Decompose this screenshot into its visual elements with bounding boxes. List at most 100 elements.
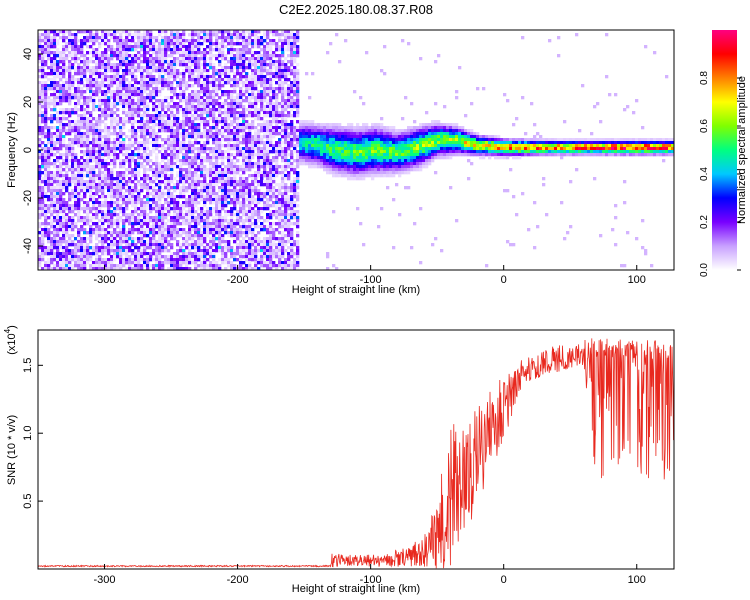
spectrogram-cell [80, 126, 84, 130]
spectrogram-cell [101, 234, 105, 238]
spectrogram-cell [77, 108, 81, 112]
spectrogram-cell [191, 33, 195, 37]
spectrogram-cell [50, 51, 54, 55]
spectrogram-cell [158, 261, 162, 265]
spectrogram-cell [89, 234, 93, 238]
spectrogram-cell [50, 72, 54, 76]
spectrogram-cell [263, 84, 267, 88]
spectrogram-cell [71, 159, 75, 163]
spectrogram-cell [92, 156, 96, 160]
spectrogram-cell [122, 72, 126, 76]
spectrogram-cell [134, 183, 138, 187]
spectrogram-cell [119, 207, 123, 211]
spectrogram-cell [119, 30, 123, 34]
spectrogram-cell [41, 141, 45, 145]
spectrogram-cell [131, 72, 135, 76]
spectrogram-cell [266, 120, 270, 124]
spectrogram-cell [182, 30, 186, 34]
spectrogram-cell [266, 258, 270, 262]
spectrogram-cell [128, 156, 132, 160]
spectrogram-cell [74, 174, 78, 178]
spectrogram-cell [182, 93, 186, 97]
spectrogram-cell [152, 48, 156, 52]
spectrogram-cell [137, 180, 141, 184]
spectrogram-cell [152, 78, 156, 82]
spectrogram-cell [188, 162, 192, 166]
spectrogram-cell [242, 33, 246, 37]
spectrogram-cell [266, 255, 270, 259]
spectrogram-cell [164, 39, 168, 43]
spectrogram-cell [188, 156, 192, 160]
spectrogram-cell [149, 177, 153, 181]
spectrogram-cell [182, 240, 186, 244]
spectrogram-cell [44, 192, 48, 196]
spectrogram-cell [218, 144, 222, 148]
spectrogram-cell [224, 192, 228, 196]
spectrogram-cell [98, 144, 102, 148]
spectrogram-cell [143, 204, 147, 208]
spectrogram-cell [113, 219, 117, 223]
spectrogram-cell [38, 222, 42, 226]
spectrogram-cell [80, 123, 84, 127]
spectrogram-cell [245, 90, 249, 94]
spectrogram-cell [248, 261, 252, 265]
spectrogram-cell [179, 216, 183, 220]
spectrogram-cell [146, 147, 150, 151]
spectrogram-cell [191, 144, 195, 148]
spectrogram-cell [218, 117, 222, 121]
spectrogram-cell [188, 78, 192, 82]
spectrogram-cell [113, 63, 117, 67]
spectrogram-cell [47, 240, 51, 244]
spectrogram-cell [257, 210, 261, 214]
spectrogram-cell [98, 96, 102, 100]
spectrogram-cell [188, 93, 192, 97]
spectrogram-cell [98, 87, 102, 91]
spectrogram-cell [122, 186, 126, 190]
spectrogram-cell [137, 228, 141, 232]
spectrogram-cell [236, 246, 240, 250]
spectrogram-cell [251, 39, 255, 43]
spectrogram-cell [176, 48, 180, 52]
spectrogram-cell [77, 132, 81, 136]
spectrogram-cell [158, 204, 162, 208]
spectrogram-cell [191, 42, 195, 46]
spectrogram-cell [38, 75, 42, 79]
spectrogram-cell [179, 132, 183, 136]
spectrogram-cell [221, 177, 225, 181]
spectrogram-cell [233, 105, 237, 109]
spectrogram-cell [155, 168, 159, 172]
spectrogram-cell [146, 216, 150, 220]
spectrogram-cell [137, 42, 141, 46]
spectrogram-cell [62, 168, 66, 172]
spectrogram-cell [182, 267, 186, 271]
spectrogram-cell [209, 171, 213, 175]
spectrogram-cell [161, 123, 165, 127]
spectrogram-cell [134, 75, 138, 79]
spectrogram-cell [245, 42, 249, 46]
spectrogram-cell [197, 93, 201, 97]
spectrogram-cell [98, 234, 102, 238]
spectrogram-cell [254, 87, 258, 91]
spectrogram-cell [269, 261, 273, 265]
spectrogram-cell [119, 264, 123, 268]
spectrogram-cell [209, 210, 213, 214]
spectrogram-cell [182, 141, 186, 145]
spectrogram-cell [65, 45, 69, 49]
spectrogram-cell [260, 147, 264, 151]
spectrogram-cell [155, 78, 159, 82]
spectrogram-cell [65, 222, 69, 226]
spectrogram-cell [239, 81, 243, 85]
spectrogram-cell [266, 174, 270, 178]
spectrogram-cell [146, 78, 150, 82]
spectrogram-cell [56, 240, 60, 244]
spectrogram-cell [131, 132, 135, 136]
spectrogram-cell [179, 78, 183, 82]
spectrogram-cell [131, 123, 135, 127]
spectrogram-cell [224, 168, 228, 172]
spectrogram-cell [212, 135, 216, 139]
spectrogram-cell [191, 129, 195, 133]
spectrogram-cell [95, 144, 99, 148]
spectrogram-cell [116, 84, 120, 88]
spectrogram-cell [239, 42, 243, 46]
spectrogram-cell [47, 66, 51, 70]
